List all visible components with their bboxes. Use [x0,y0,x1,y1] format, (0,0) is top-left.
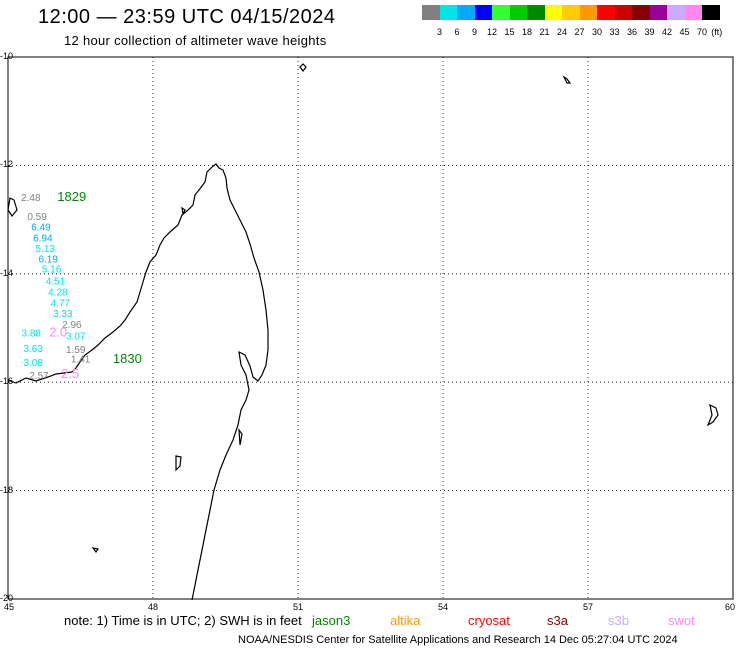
colorbar-label: 45 [679,27,690,37]
wave-height-label: 2.57 [29,371,49,382]
colorbar-label: 30 [591,27,603,37]
colorbar-label: 24 [556,27,568,37]
colorbar-label: 15 [504,27,515,37]
lon-tick-label: 45 [4,602,15,612]
wave-height-label: 3.08 [23,358,43,369]
colorbar-label: 21 [539,27,550,37]
satellite-legend-altika: altika [390,613,421,628]
colorbar-swatch [439,5,457,20]
colorbar-swatch [527,5,545,20]
wave-height-label: 5.13 [36,244,56,255]
island-west-small [91,547,99,554]
satellite-legend-cryosat: cryosat [468,613,510,628]
island-seychelles [562,75,572,84]
note-text: note: 1) Time is in UTC; 2) SWH is in fe… [64,613,302,628]
wave-height-label: 6.49 [31,222,51,233]
colorbar-label: (ft) [711,27,723,37]
colorbar-label: 3 [436,27,443,37]
wave-height-label: 0.59 [27,212,47,223]
wave-height-label: 3.88 [22,329,42,340]
colorbar-label: 70 [696,27,708,37]
colorbar-label: 39 [644,27,655,37]
map-title: 12:00 — 23:59 UTC 04/15/2024 [38,6,336,28]
satellite-legend-swot: swot [668,613,695,628]
wave-height-label: 2.5 [61,366,79,381]
colorbar-label: 36 [626,27,638,37]
island-east-coast-2 [238,428,243,446]
map-subtitle: 12 hour collection of altimeter wave hei… [64,33,327,48]
colorbar-swatch [457,5,475,20]
lat-tick-label: -16 [0,376,14,387]
colorbar-label: 9 [471,27,478,37]
wave-height-label: 3.33 [53,309,73,320]
satellite-legend-jason3: jason3 [312,613,351,628]
wave-height-label: 3.63 [23,344,43,355]
lat-tick-label: -20 [0,593,14,603]
colorbar-swatch [667,5,685,20]
wave-height-label: 4.28 [48,287,68,298]
colorbar-swatch [422,5,440,20]
colorbar-swatch [562,5,580,20]
coast-southwest-strip [7,371,73,384]
lat-tick-label: -18 [0,484,14,495]
pass-time-label: 1829 [57,189,86,204]
wave-height-label: 5.16 [42,265,62,276]
map-gridlines [8,57,733,599]
colorbar-label: 12 [486,27,498,37]
colorbar-label: 33 [609,27,620,37]
wave-height-label: 2.96 [62,320,82,331]
pass-time-label: 1830 [113,351,142,366]
lon-tick-label: 57 [583,602,594,612]
wave-height-label: 4.51 [46,277,66,288]
wave-height-label: 1.41 [71,355,91,366]
wave-height-label: 3.07 [66,331,86,342]
footer-credit: NOAA/NESDIS Center for Satellite Applica… [238,634,678,646]
satellite-legend-s3a: s3a [547,613,568,628]
wave-height-label: 6.19 [38,254,58,265]
colorbar-swatch [579,5,597,20]
colorbar-label: 27 [574,27,585,37]
lat-tick-label: -14 [0,267,14,278]
colorbar-swatch [492,5,510,20]
colorbar-label: 6 [454,27,460,37]
wave-height-label: 6.94 [33,233,53,244]
colorbar-swatch [474,5,492,20]
colorbar-swatch [702,5,720,20]
wave-height-label: 1.59 [66,345,86,356]
colorbar-swatch [649,5,667,20]
colorbar-swatch [509,5,527,20]
colorbar-swatch [684,5,702,20]
wave-height-label: 4.77 [51,298,71,309]
lon-tick-label: 48 [148,602,159,612]
wave-height-label: 2.0 [49,325,67,340]
island-northwest-small [181,206,186,216]
colorbar-label: 42 [661,27,673,37]
colorbar-swatch [544,5,562,20]
lon-tick-label: 54 [438,602,449,612]
lon-tick-label: 60 [725,602,736,612]
satellite-legend-s3b: s3b [608,613,629,628]
madagascar-west-coastline [71,166,213,373]
colorbar-swatch [614,5,632,20]
island-comoros [299,63,307,72]
colorbar-swatch [632,5,650,20]
lat-tick-label: -10 [0,51,14,61]
island-east-coast-1 [175,455,182,472]
map-frame [7,56,734,600]
wave-height-label: 2.48 [21,193,41,204]
colorbar-swatch [597,5,615,20]
island-mauritius-region [706,403,719,427]
colorbar-label: 18 [521,27,533,37]
island-west-cluster [7,197,18,218]
lon-tick-label: 51 [293,602,304,612]
lat-tick-label: -12 [0,159,14,170]
coastline [7,63,719,601]
madagascar-coastline [191,163,269,601]
